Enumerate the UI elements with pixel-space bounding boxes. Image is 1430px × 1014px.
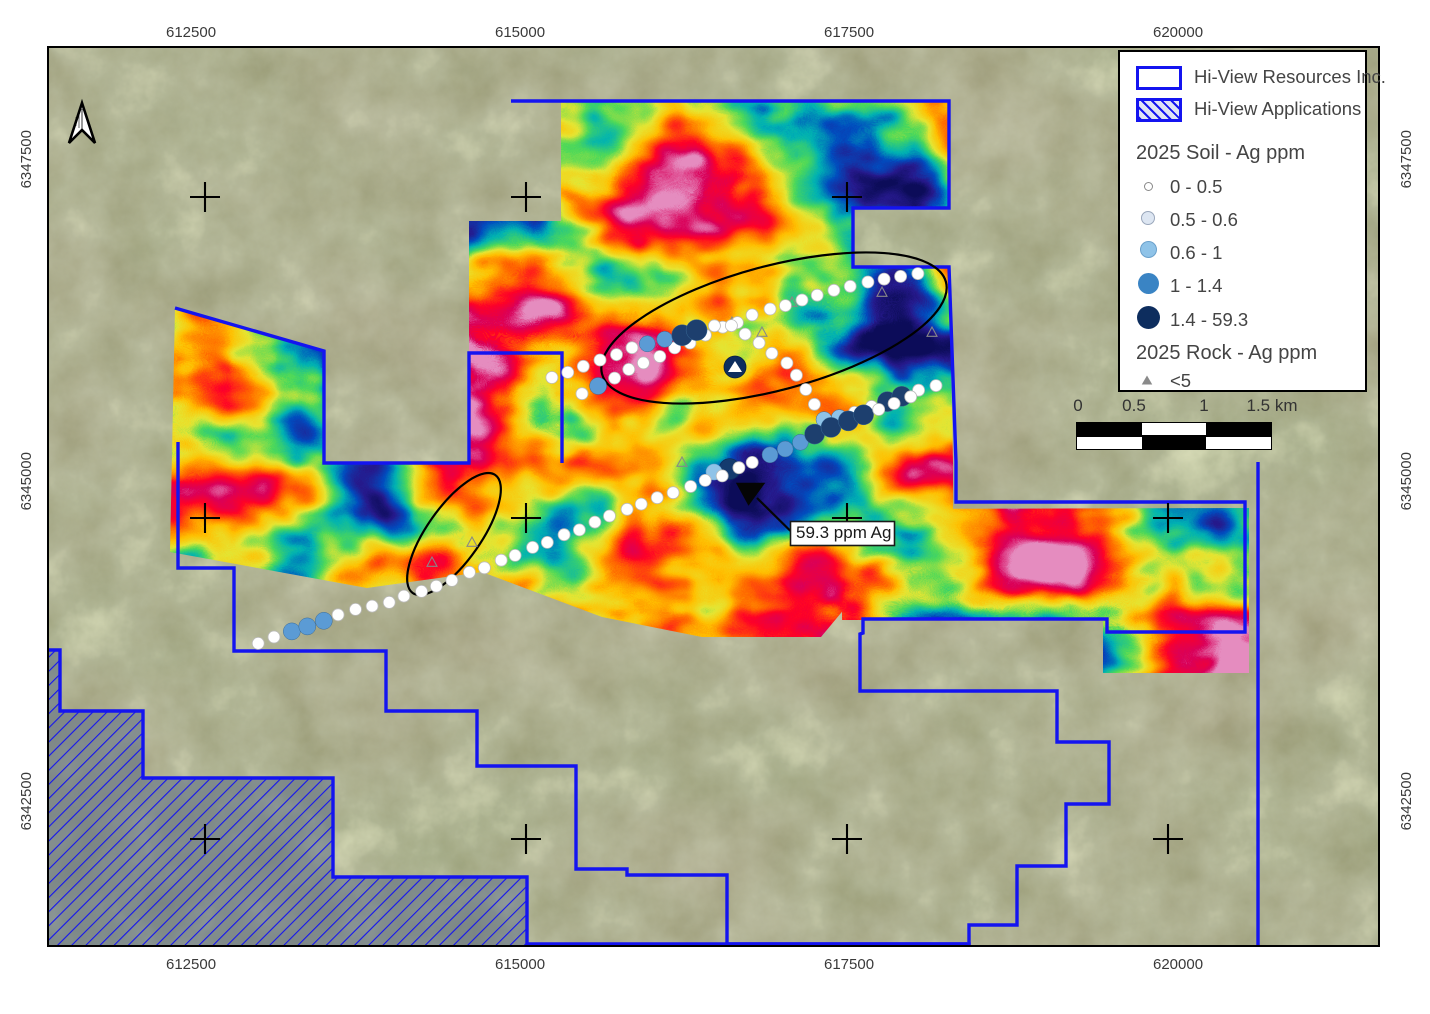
svg-text:59.3 ppm Ag: 59.3 ppm Ag xyxy=(796,523,891,542)
